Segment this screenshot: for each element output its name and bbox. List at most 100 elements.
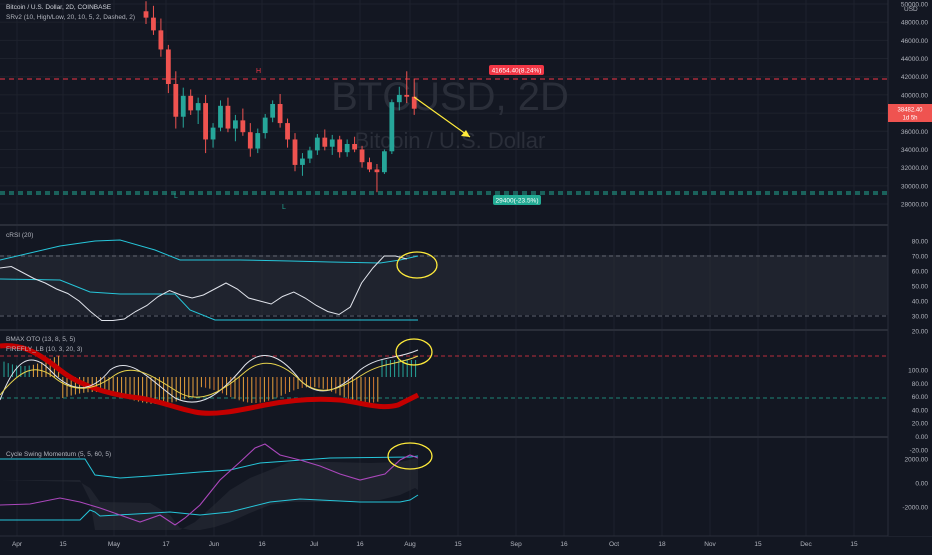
crsi-tick-label: 80.00 bbox=[912, 239, 929, 246]
candle-body bbox=[352, 144, 357, 150]
price-tick-label: 30000.00 bbox=[901, 183, 928, 190]
time-tick-label: Sep bbox=[510, 541, 522, 548]
candle-body bbox=[218, 105, 223, 128]
candle-body bbox=[165, 49, 171, 84]
bmax-tick-label: 100.00 bbox=[908, 368, 928, 375]
support-tag-text: 29400(-23.5%) bbox=[496, 198, 539, 205]
cycle-swing-panel[interactable]: Cycle Swing Momentum (5, 5, 60, 5) bbox=[0, 442, 433, 530]
crsi-upper-band bbox=[0, 239, 419, 264]
candle-body bbox=[158, 30, 164, 50]
candle-body bbox=[396, 94, 402, 103]
trend-arrow-line[interactable] bbox=[413, 96, 471, 138]
candle-body bbox=[173, 84, 179, 117]
firefly-title[interactable]: FIREFLY_LB (10, 3, 20, 3) bbox=[6, 346, 82, 353]
candle-body bbox=[195, 103, 201, 111]
candle-body bbox=[277, 104, 283, 124]
crsi-title[interactable]: cRSI (20) bbox=[6, 232, 33, 239]
candle-body bbox=[300, 158, 305, 165]
time-tick-label: 15 bbox=[850, 541, 858, 548]
crsi-tick-label: 50.00 bbox=[912, 284, 929, 291]
price-tick-label: 48000.00 bbox=[901, 20, 928, 27]
time-tick-label: Apr bbox=[12, 541, 23, 548]
time-tick-label: Nov bbox=[704, 541, 716, 548]
crsi-tick-label: 70.00 bbox=[912, 254, 929, 261]
high-marker: H bbox=[256, 68, 261, 75]
crsi-panel[interactable]: cRSI (20) bbox=[0, 232, 888, 321]
bmax-oscillator-wave bbox=[0, 343, 420, 416]
price-tick-label: 50000.00 bbox=[901, 2, 928, 9]
last-price-tag bbox=[888, 104, 932, 122]
currency-label: USD bbox=[904, 6, 918, 13]
candlestick-series bbox=[143, 1, 417, 193]
candle-body bbox=[255, 133, 261, 149]
cycle-band-fill bbox=[0, 458, 418, 530]
time-tick-label: 16 bbox=[560, 541, 568, 548]
price-tick-label: 36000.00 bbox=[901, 129, 928, 136]
cycle-annotation-circle[interactable] bbox=[387, 442, 433, 470]
price-tick-label: 46000.00 bbox=[901, 38, 928, 45]
crsi-annotation-circle[interactable] bbox=[396, 251, 438, 279]
symbol-title[interactable]: Bitcoin / U.S. Dollar, 2D, COINBASE bbox=[6, 4, 112, 11]
bmax-tick-label: 80.00 bbox=[912, 381, 929, 388]
bmax-panel[interactable]: BMAX OTO (13, 8, 5, 5) FIREFLY_LB (10, 3… bbox=[0, 336, 888, 416]
cycle-title[interactable]: Cycle Swing Momentum (5, 5, 60, 5) bbox=[6, 451, 111, 458]
candle-body bbox=[382, 151, 387, 173]
time-tick-label: Aug bbox=[404, 541, 416, 548]
price-tick-label: 28000.00 bbox=[901, 202, 928, 209]
bmax-tick-label: 40.00 bbox=[912, 407, 929, 414]
candle-body bbox=[374, 169, 380, 173]
firefly-slow-line bbox=[0, 355, 419, 398]
low-marker-2: L bbox=[282, 204, 286, 211]
candle-body bbox=[247, 132, 253, 149]
candle-body bbox=[314, 137, 320, 151]
crsi-tick-label: 20.00 bbox=[912, 329, 929, 336]
time-tick-label: 15 bbox=[754, 541, 762, 548]
candle-body bbox=[367, 162, 372, 170]
candle-body bbox=[203, 103, 208, 140]
price-tick-label: 44000.00 bbox=[901, 56, 928, 63]
time-tick-label: 16 bbox=[258, 541, 266, 548]
crsi-line bbox=[0, 255, 407, 321]
candle-body bbox=[233, 120, 238, 129]
cycle-tick-label: -2000.00 bbox=[902, 505, 928, 512]
support-tag bbox=[493, 195, 541, 205]
candle-body bbox=[359, 149, 365, 163]
bmax-annotation-circle[interactable] bbox=[395, 338, 433, 366]
price-scale[interactable]: USD 50000.00 48000.00 46000.00 44000.00 4200… bbox=[887, 0, 932, 536]
price-panel[interactable]: H L L 41654.40(8.24%) 29400(-23.5%) Bitc… bbox=[0, 1, 888, 211]
bmax-tick-label: 20.00 bbox=[912, 421, 929, 428]
candle-body bbox=[389, 102, 395, 152]
bar-countdown: 1d 5h bbox=[902, 116, 917, 122]
crsi-band-fill bbox=[0, 255, 888, 315]
candle-body bbox=[411, 96, 417, 109]
candle-body bbox=[337, 139, 343, 153]
cycle-momentum-line bbox=[0, 443, 419, 526]
time-tick-label: May bbox=[108, 541, 121, 548]
time-axis[interactable]: Apr 15 May 17 Jun 16 Jul 16 Aug 15 Sep 16 Oct 18 Nov 15… bbox=[12, 541, 858, 548]
crsi-lower-band bbox=[0, 278, 418, 321]
candle-body bbox=[322, 137, 328, 147]
resistance-tag-text: 41654.40(8.24%) bbox=[492, 68, 542, 75]
price-tick-label: 42000.00 bbox=[901, 74, 928, 81]
candle-body bbox=[188, 95, 194, 111]
time-tick-label: 15 bbox=[59, 541, 67, 548]
time-tick-label: 16 bbox=[356, 541, 364, 548]
candle-body bbox=[285, 123, 290, 140]
candle-body bbox=[143, 11, 149, 18]
time-tick-label: Oct bbox=[609, 541, 619, 548]
crsi-tick-label: 60.00 bbox=[912, 269, 929, 276]
crsi-tick-label: 40.00 bbox=[912, 299, 929, 306]
time-tick-label: 15 bbox=[454, 541, 462, 548]
indicator-legend-srv2[interactable]: SRv2 (10, High/Low, 20, 10, 5, 2, Dashed… bbox=[6, 14, 135, 21]
price-tick-label: 34000.00 bbox=[901, 147, 928, 154]
candle-body bbox=[240, 120, 246, 133]
resistance-tag bbox=[489, 65, 544, 75]
watermark-ticker: BTCUSD, 2D bbox=[331, 75, 569, 119]
bmax-title[interactable]: BMAX OTO (13, 8, 5, 5) bbox=[6, 336, 75, 343]
bmax-tick-label: 60.00 bbox=[912, 394, 929, 401]
candle-body bbox=[151, 17, 156, 31]
time-tick-label: Jun bbox=[209, 541, 220, 548]
cycle-tick-label: 2000.00 bbox=[905, 457, 929, 464]
